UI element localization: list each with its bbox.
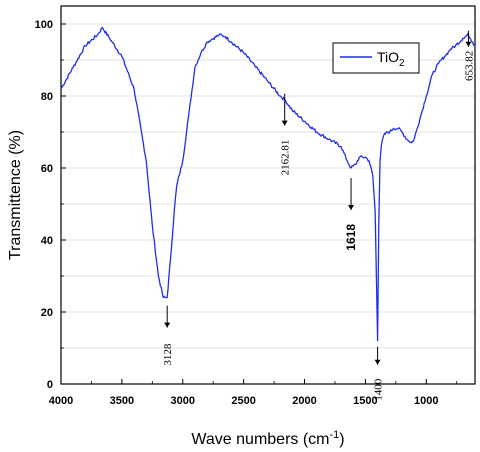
annotation-arrowhead — [374, 359, 381, 365]
annotation-label: 653.82 — [463, 51, 475, 81]
y-tick-label: 80 — [41, 91, 53, 103]
x-axis-title: Wave numbers (cm-1) — [191, 429, 344, 448]
grid — [61, 23, 475, 349]
annotation-label: 1618 — [344, 224, 358, 251]
series-layer — [60, 26, 476, 342]
y-tick-label: 40 — [41, 235, 53, 247]
legend: TiO2 — [332, 42, 420, 74]
annotation-arrowhead — [465, 41, 472, 47]
y-axis-title: Transmittence (%) — [7, 130, 24, 260]
legend-box — [332, 42, 420, 74]
axis-ticks: 0 20 40 60 80 100 4000 3500 3000 2500 2000 1500 1000 — [35, 19, 458, 407]
legend-label: TiO2 — [377, 49, 405, 69]
y-tick-label: 100 — [35, 19, 53, 31]
plot-area — [60, 5, 476, 385]
y-tick-label: 60 — [41, 163, 53, 175]
annotation-label: 2162.81 — [280, 140, 292, 176]
series-line — [60, 26, 476, 342]
x-tick-label: 2500 — [231, 395, 255, 407]
x-tick-label: 1000 — [414, 395, 438, 407]
annotation-arrowhead — [281, 120, 288, 126]
x-tick-label: 1500 — [353, 395, 377, 407]
annotation-label: 1400 — [373, 378, 385, 401]
annotation-arrowhead — [164, 322, 171, 328]
peak-annotations: 3128 2162.81 1618 1400 653.82 — [162, 30, 475, 401]
x-tick-label: 3500 — [110, 395, 134, 407]
y-tick-label: 0 — [47, 379, 53, 391]
annotation-arrowhead — [348, 205, 355, 210]
x-tick-label: 2000 — [292, 395, 316, 407]
annotation-label: 3128 — [162, 343, 174, 366]
x-tick-label: 4000 — [49, 395, 73, 407]
y-tick-label: 20 — [41, 307, 53, 319]
x-tick-label: 3000 — [171, 395, 195, 407]
